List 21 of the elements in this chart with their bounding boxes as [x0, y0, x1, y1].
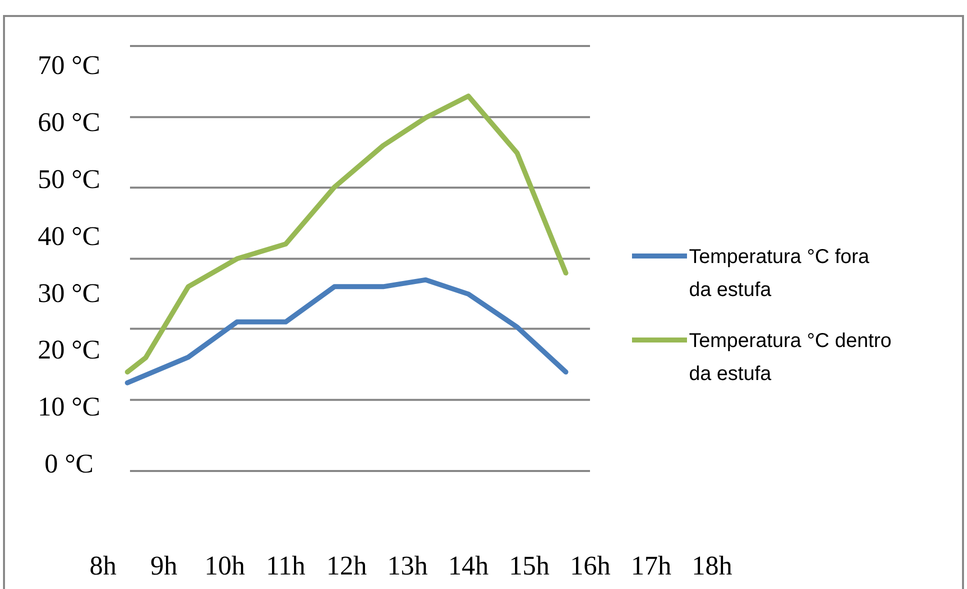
y-tick-label: 20 °C: [38, 334, 100, 365]
x-tick-label: 13h: [387, 550, 428, 580]
x-tick-label: 8h: [90, 550, 117, 580]
y-tick-label: 0 °C: [44, 448, 94, 478]
y-tick-label: 10 °C: [38, 392, 100, 422]
x-tick-label: 18h: [692, 550, 733, 580]
x-tick-label: 11h: [266, 550, 306, 580]
y-tick-label: 50 °C: [38, 164, 100, 194]
x-tick-label: 15h: [509, 550, 550, 580]
legend-label: Temperatura °C fora da estufa: [689, 246, 870, 301]
x-tick-label: 9h: [150, 550, 178, 580]
y-tick-label: 30 °C: [38, 278, 100, 308]
y-tick-label: 70 °C: [38, 50, 100, 80]
x-tick-label: 17h: [630, 550, 672, 580]
y-tick-label: 60 °C: [38, 107, 100, 138]
x-tick-label: 12h: [326, 550, 368, 580]
legend-label: Temperatura °C dentro da estufa: [689, 330, 892, 385]
x-tick-label: 16h: [570, 550, 611, 580]
x-tick-label: 10h: [204, 550, 246, 580]
y-tick-label: 40 °C: [38, 220, 100, 251]
x-tick-label: 14h: [448, 550, 490, 580]
